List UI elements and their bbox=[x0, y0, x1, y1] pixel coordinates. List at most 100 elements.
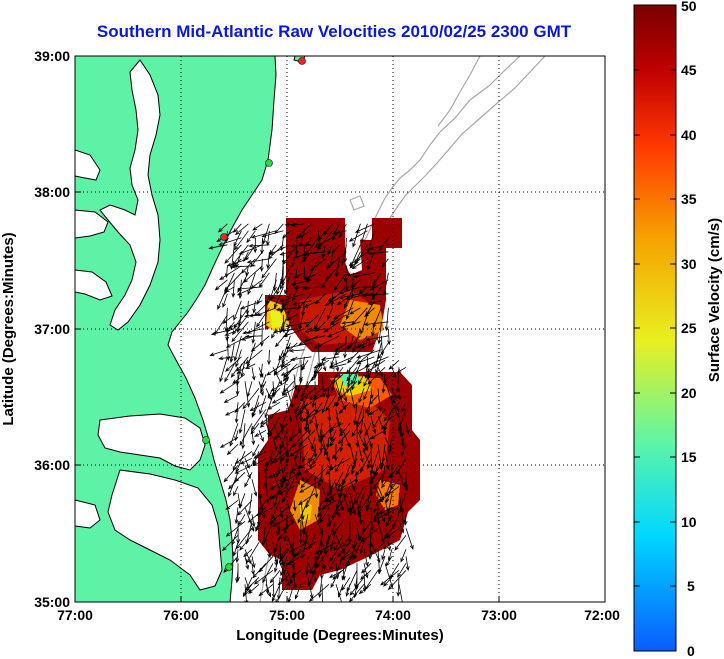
velocity-arrow bbox=[377, 416, 386, 436]
velocity-arrow bbox=[366, 251, 375, 271]
velocity-arrow bbox=[231, 279, 236, 298]
velocity-arrow bbox=[356, 500, 363, 526]
velocity-arrow bbox=[396, 366, 407, 374]
x-tick-label: 75:00 bbox=[269, 607, 305, 623]
velocity-arrow bbox=[337, 584, 344, 598]
velocity-arrow bbox=[250, 409, 267, 431]
velocity-arrow bbox=[244, 556, 250, 570]
velocity-arrow bbox=[236, 366, 246, 375]
velocity-arrow bbox=[224, 244, 242, 264]
velocity-arrow bbox=[304, 272, 319, 281]
velocity-arrow bbox=[371, 286, 382, 301]
velocity-arrow bbox=[234, 402, 239, 424]
velocity-arrow bbox=[365, 402, 372, 414]
velocity-arrow bbox=[292, 500, 297, 512]
velocity-arrow bbox=[265, 423, 272, 437]
velocity-arrow bbox=[273, 450, 288, 463]
velocity-arrow bbox=[296, 381, 302, 394]
velocity-arrow bbox=[290, 569, 302, 579]
velocity-arrow bbox=[369, 451, 379, 476]
velocity-arrow bbox=[285, 321, 312, 328]
velocity-arrow bbox=[270, 451, 281, 466]
velocity-arrow bbox=[290, 279, 312, 286]
velocity-arrow bbox=[226, 444, 239, 456]
velocity-arrow bbox=[266, 363, 284, 376]
land-mass bbox=[75, 56, 277, 602]
velocity-arrow bbox=[364, 423, 372, 437]
velocity-arrow bbox=[288, 430, 302, 442]
velocity-arrow bbox=[366, 500, 372, 512]
velocity-arrow bbox=[366, 356, 371, 381]
velocity-arrow bbox=[332, 506, 344, 515]
velocity-arrow bbox=[327, 307, 333, 321]
velocity-arrow bbox=[300, 395, 309, 417]
velocity-arrow bbox=[282, 387, 295, 396]
velocity-arrow bbox=[296, 451, 302, 478]
velocity-arrow bbox=[358, 388, 365, 404]
station-marker-red bbox=[220, 233, 228, 241]
velocity-arrow bbox=[238, 409, 246, 434]
velocity-arrow bbox=[264, 395, 274, 419]
velocity-arrow bbox=[267, 388, 274, 399]
velocity-arrow bbox=[238, 514, 246, 526]
velocity-arrow bbox=[405, 423, 410, 435]
velocity-arrow bbox=[333, 535, 344, 552]
velocity-arrow bbox=[329, 437, 337, 447]
velocity-arrow bbox=[384, 381, 393, 402]
velocity-arrow bbox=[289, 464, 302, 474]
velocity-arrow bbox=[303, 464, 316, 473]
velocity-arrow bbox=[338, 402, 351, 415]
velocity-arrow bbox=[235, 251, 242, 269]
velocity-arrow bbox=[363, 563, 369, 579]
velocity-arrow bbox=[309, 388, 323, 401]
colorbar-tick-label: 10 bbox=[681, 514, 697, 530]
velocity-arrow bbox=[397, 388, 402, 401]
velocity-arrow bbox=[229, 342, 235, 364]
velocity-arrow bbox=[219, 436, 239, 448]
velocity-arrow bbox=[354, 359, 379, 374]
velocity-arrow bbox=[222, 314, 235, 324]
velocity-arrow bbox=[338, 286, 361, 295]
velocity-arrow bbox=[252, 402, 260, 418]
velocity-arrow bbox=[233, 486, 239, 497]
velocity-arrow bbox=[318, 577, 323, 599]
velocity-arrow bbox=[387, 328, 391, 346]
y-tick-label: 39:00 bbox=[34, 48, 70, 64]
velocity-arrow bbox=[381, 549, 386, 561]
velocity-arrow bbox=[349, 577, 365, 596]
velocity-arrow bbox=[367, 300, 382, 306]
velocity-arrow bbox=[403, 514, 408, 526]
velocity-arrow bbox=[345, 584, 351, 597]
velocity-arrow bbox=[240, 360, 246, 378]
velocity-arrow bbox=[391, 395, 400, 413]
velocity-arrow bbox=[242, 328, 263, 335]
velocity-arrow bbox=[224, 328, 242, 336]
velocity-arrow bbox=[276, 521, 281, 537]
chesapeake-bay bbox=[99, 59, 161, 331]
velocity-arrow bbox=[361, 521, 366, 534]
velocity-arrow bbox=[246, 258, 270, 264]
velocity-arrow bbox=[331, 444, 344, 460]
velocity-arrow bbox=[251, 321, 256, 345]
velocity-arrow bbox=[260, 374, 267, 389]
velocity-arrow bbox=[235, 549, 240, 564]
velocity-arrow bbox=[398, 584, 403, 602]
velocity-arrow bbox=[302, 335, 326, 342]
velocity-arrow bbox=[297, 500, 309, 524]
velocity-arrow bbox=[281, 520, 295, 532]
velocity-arrow bbox=[279, 563, 291, 587]
velocity-arrow bbox=[341, 320, 354, 325]
velocity-arrow bbox=[279, 251, 291, 256]
velocity-arrow bbox=[247, 272, 256, 296]
velocity-arrow bbox=[358, 286, 368, 295]
velocity-arrow bbox=[281, 409, 288, 430]
velocity-arrow bbox=[326, 328, 347, 338]
velocity-arrow bbox=[324, 293, 347, 306]
velocity-arrow bbox=[345, 356, 361, 375]
velocity-arrow bbox=[285, 342, 312, 350]
velocity-arrow bbox=[341, 563, 346, 581]
velocity-arrow bbox=[281, 300, 291, 307]
velocity-arrow bbox=[277, 576, 288, 586]
velocity-arrow bbox=[271, 388, 281, 397]
velocity-arrow bbox=[342, 535, 351, 548]
